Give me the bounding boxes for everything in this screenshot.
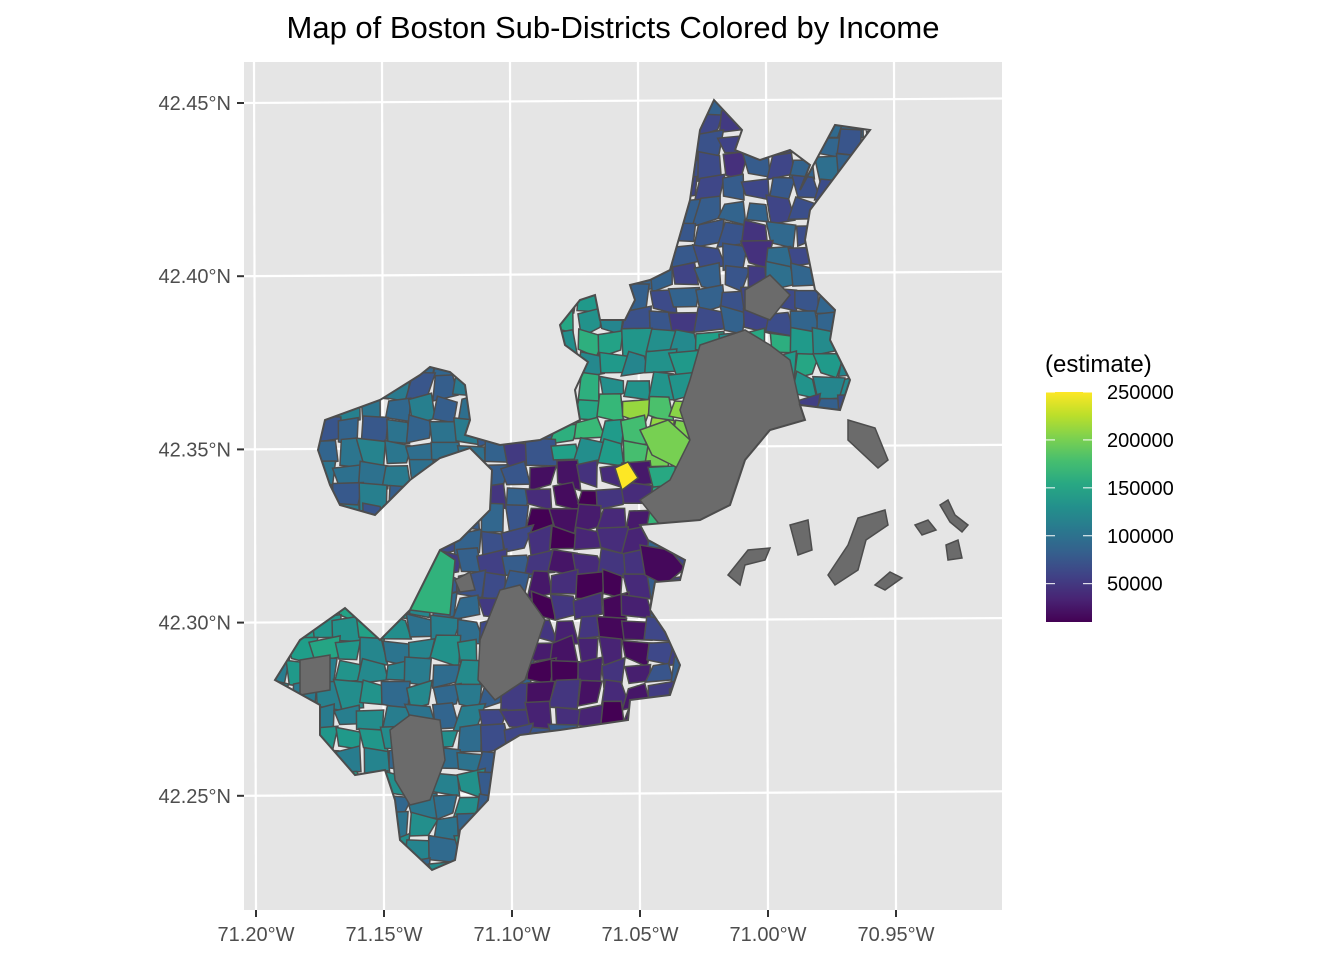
- x-tick-label: 71.20°W: [218, 924, 295, 946]
- sub-district: [622, 380, 651, 401]
- sub-district-na: [299, 654, 331, 696]
- chart-title: Map of Boston Sub-Districts Colored by I…: [286, 10, 940, 45]
- legend-title: (estimate): [1045, 351, 1152, 378]
- y-tick-label: 42.35°N: [159, 439, 232, 461]
- sub-district: [457, 723, 483, 753]
- gridline-lat: [243, 97, 1003, 105]
- island: [726, 547, 772, 587]
- island: [945, 538, 963, 561]
- gridline-lat: [243, 790, 1003, 797]
- sub-district-na: [744, 274, 792, 321]
- sub-district: [765, 194, 796, 225]
- sub-district: [334, 639, 362, 661]
- y-tick-label: 42.25°N: [159, 786, 232, 808]
- island: [938, 498, 970, 534]
- y-tick-label: 42.45°N: [159, 93, 232, 115]
- boston-outline: [273, 98, 872, 872]
- island: [873, 571, 904, 591]
- x-tick-label: 70.95°W: [858, 924, 935, 946]
- sub-district-na: [389, 714, 446, 806]
- x-tick-label: 71.00°W: [730, 924, 807, 946]
- sub-district: [577, 615, 601, 641]
- legend-tick-label: 150000: [1107, 478, 1174, 500]
- sub-district: [597, 329, 624, 359]
- gridline-lon: [252, 61, 258, 911]
- sub-district: [614, 461, 640, 492]
- sub-district: [432, 794, 458, 821]
- sub-district: [332, 678, 365, 711]
- sub-district: [595, 487, 625, 511]
- sub-district: [671, 261, 700, 286]
- sub-district: [547, 678, 582, 710]
- gridline-lon: [508, 61, 514, 911]
- island: [789, 519, 813, 556]
- sub-district: [333, 659, 362, 684]
- legend-tick-label: 250000: [1107, 382, 1174, 404]
- island: [827, 509, 889, 587]
- legend-tick-label: 100000: [1107, 526, 1174, 548]
- sub-district: [528, 464, 558, 492]
- sub-district-na: [477, 584, 546, 701]
- sub-district: [384, 439, 413, 465]
- sub-district: [405, 679, 434, 711]
- gridline-lon: [892, 61, 898, 911]
- island: [913, 519, 938, 536]
- sub-district: [721, 173, 745, 201]
- island: [847, 418, 889, 469]
- sub-district: [556, 459, 582, 492]
- sub-district: [384, 397, 412, 423]
- sub-district: [575, 459, 598, 489]
- sub-district: [355, 709, 385, 731]
- legend-tick-label: 50000: [1107, 574, 1163, 596]
- sub-district: [667, 286, 701, 308]
- y-tick-label: 42.30°N: [159, 613, 232, 635]
- sub-district: [577, 679, 603, 707]
- x-tick-label: 71.10°W: [474, 924, 551, 946]
- gridline-lon: [764, 61, 770, 911]
- gridline-lat: [243, 270, 1003, 278]
- sub-district: [432, 682, 463, 709]
- sub-district: [693, 306, 725, 334]
- x-tick-label: 71.05°W: [602, 924, 679, 946]
- sub-district: [572, 591, 604, 621]
- sub-district: [500, 523, 535, 553]
- x-tick-label: 71.15°W: [346, 924, 423, 946]
- sub-district: [405, 414, 432, 444]
- sub-district-na: [454, 570, 476, 593]
- gridlines: [243, 61, 1003, 911]
- sub-district: [745, 202, 770, 223]
- legend-colorbar: [1046, 392, 1092, 622]
- y-tick-label: 42.40°N: [159, 266, 232, 288]
- legend-tick-label: 200000: [1107, 430, 1174, 452]
- sub-district: [451, 594, 481, 621]
- sub-district: [386, 418, 411, 445]
